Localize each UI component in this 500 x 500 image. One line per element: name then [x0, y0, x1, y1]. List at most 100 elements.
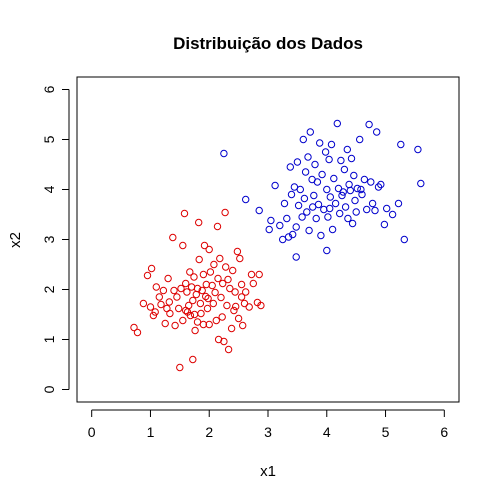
data-point-series-2: [353, 184, 361, 193]
data-point-series-2: [304, 153, 312, 161]
data-point-series-2: [287, 190, 296, 199]
data-point-series-1: [230, 306, 238, 315]
y-tick-label: 0: [41, 385, 57, 393]
data-point-series-1: [170, 286, 178, 295]
data-point-series-2: [316, 139, 324, 147]
data-point-series-1: [130, 323, 138, 332]
data-point-series-1: [169, 233, 177, 242]
data-point-series-1: [196, 299, 205, 308]
data-point-series-2: [267, 216, 275, 225]
data-point-series-1: [219, 279, 227, 288]
data-point-series-1: [224, 345, 233, 354]
data-point-series-2: [265, 225, 273, 234]
data-point-series-2: [298, 213, 306, 221]
data-point-series-1: [189, 355, 197, 364]
data-point-series-1: [227, 324, 236, 333]
data-point-series-1: [139, 299, 148, 308]
data-point-series-1: [192, 290, 201, 299]
data-point-series-1: [216, 254, 224, 263]
data-point-series-1: [214, 274, 222, 283]
data-point-series-1: [218, 313, 226, 321]
data-point-series-2: [321, 148, 330, 156]
data-point-series-1: [200, 241, 209, 250]
data-point-series-2: [358, 190, 366, 199]
data-point-series-2: [289, 230, 297, 239]
data-point-series-1: [161, 319, 169, 328]
data-point-series-1: [226, 284, 234, 293]
data-point-series-2: [220, 149, 228, 158]
data-point-series-1: [193, 284, 202, 293]
data-point-series-2: [326, 193, 334, 201]
data-point-series-1: [159, 286, 168, 295]
data-point-series-2: [320, 205, 328, 214]
data-point-series-1: [239, 321, 247, 330]
data-point-series-2: [377, 180, 385, 189]
data-point-series-1: [220, 337, 228, 346]
data-point-series-2: [310, 191, 318, 200]
y-tick-label: 1: [41, 335, 57, 343]
data-point-series-1: [234, 314, 243, 323]
data-point-series-2: [414, 145, 422, 154]
x-tick-label: 4: [323, 424, 331, 440]
data-point-series-1: [213, 222, 222, 231]
data-point-series-1: [245, 303, 253, 311]
data-point-series-2: [323, 185, 331, 194]
data-point-series-2: [326, 204, 334, 213]
data-point-series-1: [197, 309, 205, 318]
x-axis-label: x1: [260, 463, 276, 480]
data-point-series-1: [221, 208, 229, 217]
data-point-series-1: [182, 306, 190, 315]
data-point-series-2: [305, 226, 313, 235]
data-point-series-1: [191, 326, 199, 335]
data-point-series-2: [327, 140, 336, 149]
data-point-series-2: [280, 199, 289, 208]
data-point-series-1: [133, 328, 142, 337]
data-point-series-1: [182, 279, 190, 288]
data-point-series-1: [198, 286, 206, 295]
data-point-series-1: [211, 288, 219, 297]
x-tick-label: 5: [382, 424, 390, 440]
chart-title: Distribuição dos Dados: [173, 34, 363, 53]
x-tick-label: 1: [147, 424, 155, 440]
data-point-series-1: [179, 316, 187, 325]
data-point-series-2: [276, 221, 284, 230]
data-point-series-2: [373, 128, 381, 136]
data-point-series-1: [164, 274, 172, 283]
data-point-series-2: [283, 214, 291, 223]
data-point-series-1: [190, 310, 199, 319]
data-point-series-1: [208, 281, 216, 290]
data-point-series-2: [363, 205, 371, 214]
data-point-series-1: [222, 263, 230, 271]
data-point-series-2: [344, 214, 352, 223]
data-point-series-1: [247, 270, 256, 279]
data-point-series-1: [204, 294, 212, 303]
data-point-series-1: [210, 260, 218, 269]
data-point-series-1: [171, 321, 179, 330]
data-point-series-2: [351, 196, 359, 205]
y-tick-label: 2: [41, 285, 57, 293]
data-point-series-2: [303, 208, 311, 216]
data-point-series-2: [286, 163, 294, 171]
x-tick-label: 6: [440, 424, 448, 440]
y-axis-label: x2: [7, 232, 24, 248]
data-point-series-1: [232, 302, 240, 311]
data-point-series-2: [325, 155, 333, 164]
data-point-series-2: [350, 171, 358, 180]
data-point-series-1: [257, 301, 265, 310]
data-point-series-2: [360, 175, 369, 184]
data-point-series-2: [292, 253, 300, 261]
data-point-series-1: [149, 311, 158, 320]
data-point-series-2: [368, 199, 377, 208]
y-axis: 0 1 2 3 4 5 6: [41, 85, 70, 393]
data-point-series-2: [317, 231, 325, 240]
data-point-series-2: [255, 206, 263, 215]
data-point-series-1: [146, 303, 155, 311]
data-point-series-2: [328, 225, 337, 234]
data-point-series-1: [205, 245, 213, 254]
data-point-series-2: [300, 194, 309, 203]
points-layer: [130, 119, 425, 372]
x-tick-label: 3: [264, 424, 272, 440]
data-point-series-2: [374, 183, 383, 191]
data-point-series-2: [347, 154, 356, 163]
